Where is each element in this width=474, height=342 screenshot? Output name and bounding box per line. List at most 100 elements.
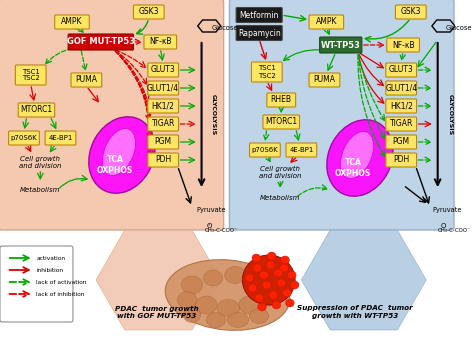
- FancyBboxPatch shape: [71, 73, 102, 87]
- Text: Pyruvate: Pyruvate: [197, 207, 226, 213]
- FancyBboxPatch shape: [395, 5, 426, 19]
- Text: GLUT1/4: GLUT1/4: [147, 83, 179, 92]
- FancyBboxPatch shape: [249, 143, 280, 157]
- Text: TCA
OXPHOS: TCA OXPHOS: [97, 155, 133, 175]
- FancyBboxPatch shape: [386, 63, 417, 77]
- Ellipse shape: [239, 296, 260, 314]
- FancyBboxPatch shape: [386, 135, 417, 149]
- Text: GLUT3: GLUT3: [151, 66, 175, 75]
- Text: PUMA: PUMA: [75, 76, 97, 84]
- FancyBboxPatch shape: [68, 34, 133, 50]
- Text: Pyruvate: Pyruvate: [432, 207, 461, 213]
- Ellipse shape: [259, 290, 278, 306]
- Text: Glucose: Glucose: [446, 25, 472, 31]
- Ellipse shape: [178, 291, 197, 308]
- Text: Metabolism: Metabolism: [20, 187, 61, 193]
- Ellipse shape: [327, 120, 393, 196]
- FancyBboxPatch shape: [309, 73, 340, 87]
- Ellipse shape: [206, 313, 226, 328]
- Ellipse shape: [272, 301, 281, 309]
- Ellipse shape: [274, 269, 283, 277]
- Ellipse shape: [203, 270, 223, 286]
- Ellipse shape: [249, 308, 269, 324]
- Text: MTORC1: MTORC1: [265, 118, 297, 127]
- FancyBboxPatch shape: [386, 99, 417, 113]
- Ellipse shape: [287, 271, 296, 279]
- FancyBboxPatch shape: [148, 135, 179, 149]
- Text: Cell growth
and division: Cell growth and division: [19, 156, 62, 169]
- Text: PGM: PGM: [392, 137, 410, 146]
- Ellipse shape: [277, 279, 285, 287]
- FancyBboxPatch shape: [387, 38, 419, 52]
- Text: GLYCOLYSIS: GLYCOLYSIS: [447, 94, 452, 136]
- Text: GLUT3: GLUT3: [389, 66, 414, 75]
- FancyBboxPatch shape: [386, 153, 417, 167]
- Ellipse shape: [242, 255, 295, 305]
- Ellipse shape: [252, 254, 261, 262]
- Text: PUMA: PUMA: [313, 76, 336, 84]
- FancyBboxPatch shape: [133, 5, 164, 19]
- Ellipse shape: [183, 307, 201, 323]
- Text: TSC1
TSC2: TSC1 TSC2: [258, 66, 276, 79]
- Text: HK1/2: HK1/2: [152, 102, 174, 110]
- Text: CH₃-C-COO⁻: CH₃-C-COO⁻: [204, 228, 237, 233]
- Text: TIGAR: TIGAR: [390, 119, 413, 129]
- Ellipse shape: [182, 276, 202, 294]
- Ellipse shape: [228, 313, 248, 328]
- Text: GOF MUT-TP53: GOF MUT-TP53: [67, 38, 135, 47]
- FancyBboxPatch shape: [15, 65, 46, 85]
- Text: NF-κB: NF-κB: [149, 38, 172, 47]
- Text: Metformin: Metformin: [239, 11, 279, 19]
- Text: AMPK: AMPK: [316, 17, 337, 26]
- Ellipse shape: [268, 277, 285, 292]
- FancyBboxPatch shape: [148, 63, 179, 77]
- FancyBboxPatch shape: [263, 115, 300, 129]
- Ellipse shape: [245, 274, 254, 282]
- Ellipse shape: [196, 296, 217, 314]
- Ellipse shape: [258, 303, 266, 311]
- Ellipse shape: [285, 299, 294, 307]
- Text: Metabolism: Metabolism: [260, 195, 301, 201]
- FancyBboxPatch shape: [236, 26, 282, 40]
- Text: Glucose: Glucose: [211, 25, 237, 31]
- Text: AMPK: AMPK: [61, 17, 83, 26]
- FancyBboxPatch shape: [236, 8, 282, 23]
- Text: GSK3: GSK3: [401, 8, 421, 16]
- Ellipse shape: [247, 270, 267, 286]
- Ellipse shape: [281, 256, 290, 264]
- Text: RHEB: RHEB: [271, 95, 292, 105]
- Text: GLYCOLYSIS: GLYCOLYSIS: [211, 94, 216, 136]
- FancyBboxPatch shape: [148, 81, 179, 95]
- Text: PDH: PDH: [393, 156, 410, 165]
- Text: GLUT1/4: GLUT1/4: [385, 83, 417, 92]
- FancyBboxPatch shape: [386, 117, 417, 131]
- Text: GSK3: GSK3: [138, 8, 159, 16]
- Text: 4E-BP1: 4E-BP1: [289, 147, 314, 153]
- FancyBboxPatch shape: [229, 0, 454, 230]
- Ellipse shape: [267, 252, 276, 260]
- Text: PDH: PDH: [155, 156, 171, 165]
- Ellipse shape: [283, 289, 292, 297]
- Text: HK1/2: HK1/2: [390, 102, 413, 110]
- Ellipse shape: [102, 129, 136, 175]
- Text: MTORC1: MTORC1: [20, 105, 53, 115]
- Text: WT-TP53: WT-TP53: [321, 40, 361, 50]
- Text: p70S6K: p70S6K: [10, 135, 37, 141]
- FancyBboxPatch shape: [148, 99, 179, 113]
- Text: Cell growth
and division: Cell growth and division: [259, 166, 301, 179]
- Ellipse shape: [291, 281, 299, 289]
- FancyBboxPatch shape: [9, 131, 39, 145]
- Ellipse shape: [263, 281, 271, 289]
- Ellipse shape: [165, 260, 290, 330]
- FancyBboxPatch shape: [319, 37, 362, 53]
- FancyBboxPatch shape: [148, 153, 179, 167]
- FancyBboxPatch shape: [55, 15, 89, 29]
- FancyBboxPatch shape: [18, 103, 55, 117]
- Text: NF-κB: NF-κB: [392, 40, 414, 50]
- FancyBboxPatch shape: [0, 0, 224, 230]
- Text: TIGAR: TIGAR: [152, 119, 175, 129]
- FancyBboxPatch shape: [386, 81, 417, 95]
- Text: activation: activation: [36, 255, 65, 261]
- Text: TCA
OXPHOS: TCA OXPHOS: [335, 158, 371, 178]
- FancyBboxPatch shape: [252, 62, 282, 82]
